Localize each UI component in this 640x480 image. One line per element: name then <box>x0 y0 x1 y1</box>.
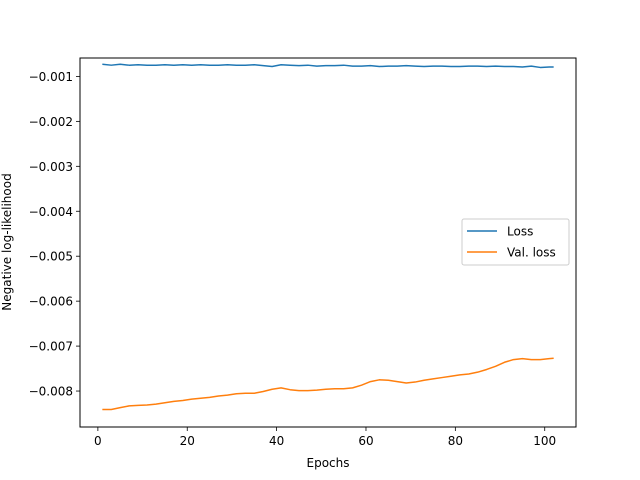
y-tick-label: −0.005 <box>29 250 73 264</box>
y-tick-label: −0.006 <box>29 295 73 309</box>
x-tick-label: 80 <box>448 434 463 448</box>
x-axis-ticks: 0 20 40 60 80 100 <box>94 427 556 448</box>
x-axis-label: Epochs <box>307 456 350 470</box>
y-tick-label: −0.008 <box>29 385 73 399</box>
y-tick-label: −0.007 <box>29 340 73 354</box>
series-line-val-loss <box>102 357 554 411</box>
y-axis-label: Negative log-likelihood <box>0 173 14 310</box>
x-tick-label: 60 <box>358 434 373 448</box>
y-tick-label: −0.001 <box>29 70 73 84</box>
legend: Loss Val. loss <box>461 218 570 266</box>
axes-frame <box>79 57 577 428</box>
y-tick-label: −0.004 <box>29 205 73 219</box>
series-line-loss <box>102 63 554 69</box>
x-tick-label: 100 <box>533 434 556 448</box>
plot-area <box>102 63 554 411</box>
legend-label-val-loss: Val. loss <box>507 246 556 260</box>
x-tick-label: 40 <box>269 434 284 448</box>
legend-label-loss: Loss <box>507 225 533 239</box>
series-lines <box>102 63 554 411</box>
y-axis-ticks: −0.001 −0.002 −0.003 −0.004 −0.005 −0.006 −0.0… <box>29 70 80 399</box>
x-tick-label: 20 <box>180 434 195 448</box>
y-tick-label: −0.003 <box>29 160 73 174</box>
x-tick-label: 0 <box>94 434 102 448</box>
y-tick-label: −0.002 <box>29 115 73 129</box>
